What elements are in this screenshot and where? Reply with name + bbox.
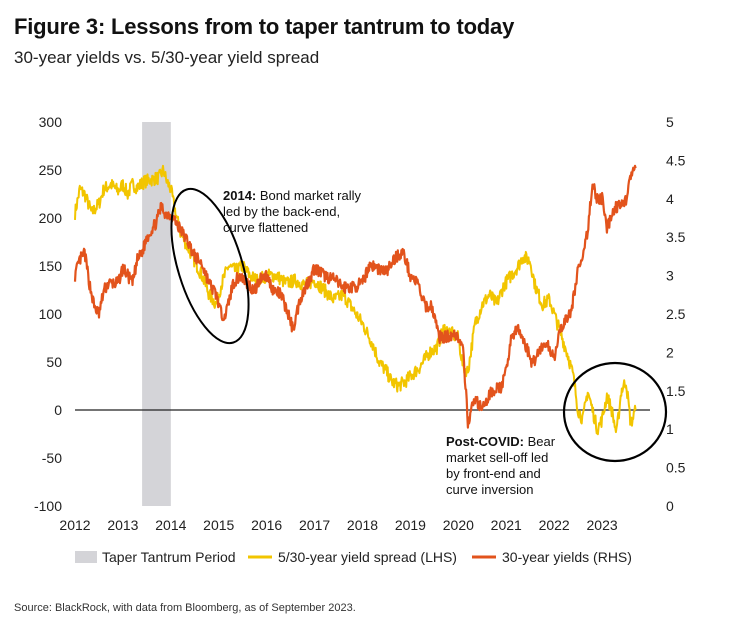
y-left-tick-label: 50 — [46, 354, 62, 370]
y-right-tick-label: 3 — [666, 268, 674, 284]
x-tick-label: 2016 — [251, 517, 282, 533]
y-right-tick-label: 3.5 — [666, 229, 686, 245]
legend-swatch-taper — [75, 551, 97, 563]
x-tick-label: 2015 — [203, 517, 234, 533]
y-left-tick-label: -50 — [42, 450, 62, 466]
spread-series-line — [74, 164, 637, 436]
legend-label: Taper Tantrum Period — [102, 549, 236, 565]
x-tick-label: 2017 — [299, 517, 330, 533]
y-right-tick-label: 5 — [666, 114, 674, 130]
y-left-tick-label: -100 — [34, 498, 62, 514]
annotation-ellipse-2014 — [170, 187, 250, 345]
y-right-tick-label: 2.5 — [666, 306, 686, 322]
y-left-tick-label: 100 — [39, 306, 63, 322]
figure-title: Figure 3: Lessons from to taper tantrum … — [14, 14, 515, 39]
y-left-tick-label: 200 — [39, 210, 63, 226]
y-right-tick-label: 1 — [666, 421, 674, 437]
legend-group: Taper Tantrum Period 5/30-year yield spre… — [75, 549, 632, 565]
x-tick-label: 2022 — [539, 517, 570, 533]
annotation-post-covid: Post-COVID: Bear market sell-off led by fr… — [446, 434, 556, 497]
x-tick-label: 2021 — [491, 517, 522, 533]
annotation-group: 2014: Bond market rally led by the back-e… — [170, 187, 668, 497]
x-tick-label: 2012 — [59, 517, 90, 533]
annotation-2014: 2014: Bond market rally led by the back-e… — [223, 188, 362, 235]
x-tick-label: 2019 — [395, 517, 426, 533]
y-left-tick-label: 300 — [39, 114, 63, 130]
annotation-ellipse-post-covid — [562, 361, 668, 463]
tick-label-group: 300 250 200 150 100 50 0 -50 -100 5 4.5 4 3.5 3 2.5 2 1.… — [34, 114, 686, 533]
y-left-tick-label: 0 — [54, 402, 62, 418]
y-left-tick-label: 150 — [39, 258, 63, 274]
y-right-tick-label: 4.5 — [666, 152, 686, 168]
legend-label: 30-year yields (RHS) — [502, 549, 632, 565]
x-tick-label: 2014 — [155, 517, 186, 533]
y-left-tick-label: 250 — [39, 162, 63, 178]
y-right-tick-label: 4 — [666, 191, 674, 207]
y-right-tick-label: 0.5 — [666, 460, 686, 476]
source-note: Source: BlackRock, with data from Bloomb… — [14, 602, 356, 614]
y-right-tick-label: 0 — [666, 498, 674, 514]
x-tick-label: 2023 — [587, 517, 618, 533]
y-right-tick-label: 1.5 — [666, 383, 686, 399]
legend-label: 5/30-year yield spread (LHS) — [278, 549, 457, 565]
x-tick-label: 2020 — [443, 517, 474, 533]
x-tick-label: 2018 — [347, 517, 378, 533]
x-tick-label: 2013 — [107, 517, 138, 533]
figure-subtitle: 30-year yields vs. 5/30-year yield sprea… — [14, 48, 320, 67]
y-right-tick-label: 2 — [666, 344, 674, 360]
chart-svg: 2014: Bond market rally led by the back-e… — [34, 114, 686, 565]
